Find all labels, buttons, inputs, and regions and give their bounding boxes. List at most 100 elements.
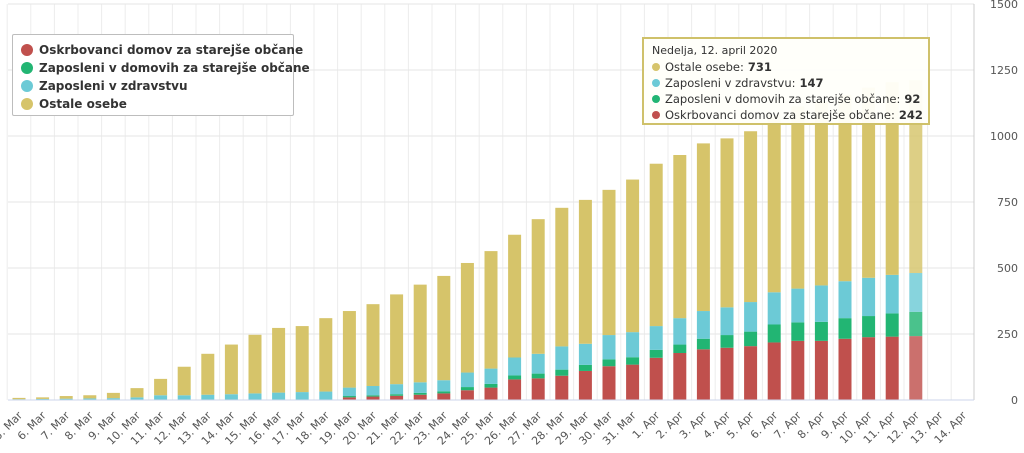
y-tick-label: 0 [1011,394,1018,407]
tooltip-row-value: 731 [747,60,772,74]
bar-segment [673,344,687,354]
tooltip-title: Nedelja, 12. april 2020 [652,44,778,57]
bar-segment [909,80,923,274]
tooltip-marker [652,111,660,119]
bar-segment [814,340,828,400]
bar-segment [413,382,427,393]
tooltip-row-label: Oskrbovanci domov za starejše občane: [665,108,895,122]
bar-segment [720,138,734,308]
bar-segment [744,302,758,332]
bar-segment [602,366,616,400]
bar-segment [366,395,380,397]
bar-segment [531,353,545,374]
legend-marker-zaposleni-domovi [21,62,33,74]
bar-segment [909,336,923,400]
bar-segment [649,326,663,350]
bar-segment [673,353,687,400]
tooltip: Nedelja, 12. april 2020 Ostale osebe: 73… [642,37,930,125]
bar-segment [130,388,144,398]
bar-segment [177,366,191,396]
bar-segment [342,311,356,388]
legend-marker-oskrbovanci [21,44,33,56]
bar-segment [177,395,191,400]
legend-label-zaposleni-domovi: Zaposleni v domovih za starejše občane [39,61,310,75]
bar-segment [838,281,852,319]
bar-segment [390,395,404,400]
bar-segment [83,398,97,400]
bar-segment [696,311,710,339]
bar-segment [460,387,474,391]
bar-segment [696,349,710,400]
bar-segment [767,292,781,325]
bar-segment [366,386,380,396]
tooltip-row-value: 242 [898,108,923,122]
bar-segment [508,375,522,380]
bar-segment [484,383,498,388]
bar-segment [413,284,427,383]
bar-segment [390,394,404,396]
bar-segment [59,396,73,399]
tooltip-row-value: 147 [799,76,824,90]
bar-segment [437,391,451,394]
bar-segment [295,392,309,400]
bar-segment [531,378,545,400]
bar-segment [460,262,474,373]
legend-item-zaposleni-domovi[interactable]: Zaposleni v domovih za starejše občane [21,59,310,77]
tooltip-row-label: Ostale osebe: [665,60,744,74]
bar-segment [508,379,522,400]
tooltip-row: Zaposleni v zdravstvu: 147 [652,75,920,91]
bar-segment [578,199,592,344]
legend-item-zaposleni-zdravstvo[interactable]: Zaposleni v zdravstvu [21,77,285,95]
bar-segment [366,396,380,400]
bar-segment [744,331,758,347]
bar-segment [295,326,309,393]
bar-segment [885,82,899,275]
bar-segment [814,285,828,322]
tooltip-row: Oskrbovanci domov za starejše občane: 24… [652,107,923,123]
y-tick-label: 1250 [990,64,1018,77]
bar-segment [272,392,286,400]
legend: Oskrbovanci domov za starejše občane Zap… [12,34,310,116]
bar-segment [767,114,781,293]
bar-segment [791,340,805,400]
bar-segment [885,336,899,400]
bar-segment [460,390,474,400]
bar-segment [531,219,545,354]
bar-segment [578,370,592,400]
tooltip-marker [652,95,660,103]
legend-item-ostale-osebe[interactable]: Ostale osebe [21,95,285,113]
bar-segment [838,318,852,339]
bar-segment [862,87,876,278]
y-tick-label: 500 [997,262,1018,275]
bar-segment [413,392,427,395]
y-tick-label: 250 [997,328,1018,341]
bar-segment [154,378,168,396]
bar-segment [36,398,50,400]
bar-segment [484,251,498,369]
bar-segment [201,394,215,400]
bar-segment [791,322,805,341]
bar-segment [862,316,876,338]
bar-segment [319,318,333,392]
bar-segment [791,288,805,323]
bar-segment [555,207,569,347]
bar-segment [626,357,640,365]
bar-segment [484,387,498,400]
bar-segment [201,353,215,395]
bar-segment [626,179,640,333]
bar-segment [342,387,356,397]
bar-segment [130,397,144,400]
bar-segment [578,364,592,371]
bar-segment [272,327,286,393]
bar-segment [673,155,687,319]
bar-segment [649,349,663,358]
legend-label-ostale-osebe: Ostale osebe [39,97,127,111]
legend-marker-zaposleni-zdravstvo [21,80,33,92]
bar-segment [106,398,120,400]
tooltip-marker [652,79,660,87]
legend-item-oskrbovanci[interactable]: Oskrbovanci domov za starejše občane [21,41,303,59]
bar-segment [744,131,758,303]
bar-segment [83,395,97,399]
bar-segment [838,94,852,282]
